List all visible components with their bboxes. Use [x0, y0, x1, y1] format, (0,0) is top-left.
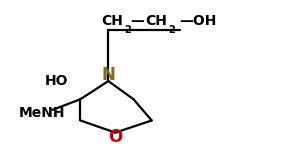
Text: MeNH: MeNH [19, 106, 65, 120]
Text: —OH: —OH [180, 14, 217, 28]
Text: 2: 2 [168, 25, 175, 35]
Text: N: N [101, 66, 115, 84]
Text: 2: 2 [124, 25, 131, 35]
Text: —: — [130, 14, 144, 28]
Text: O: O [108, 128, 123, 146]
Text: HO: HO [44, 74, 68, 88]
Text: CH: CH [102, 14, 123, 28]
Text: CH: CH [145, 14, 167, 28]
